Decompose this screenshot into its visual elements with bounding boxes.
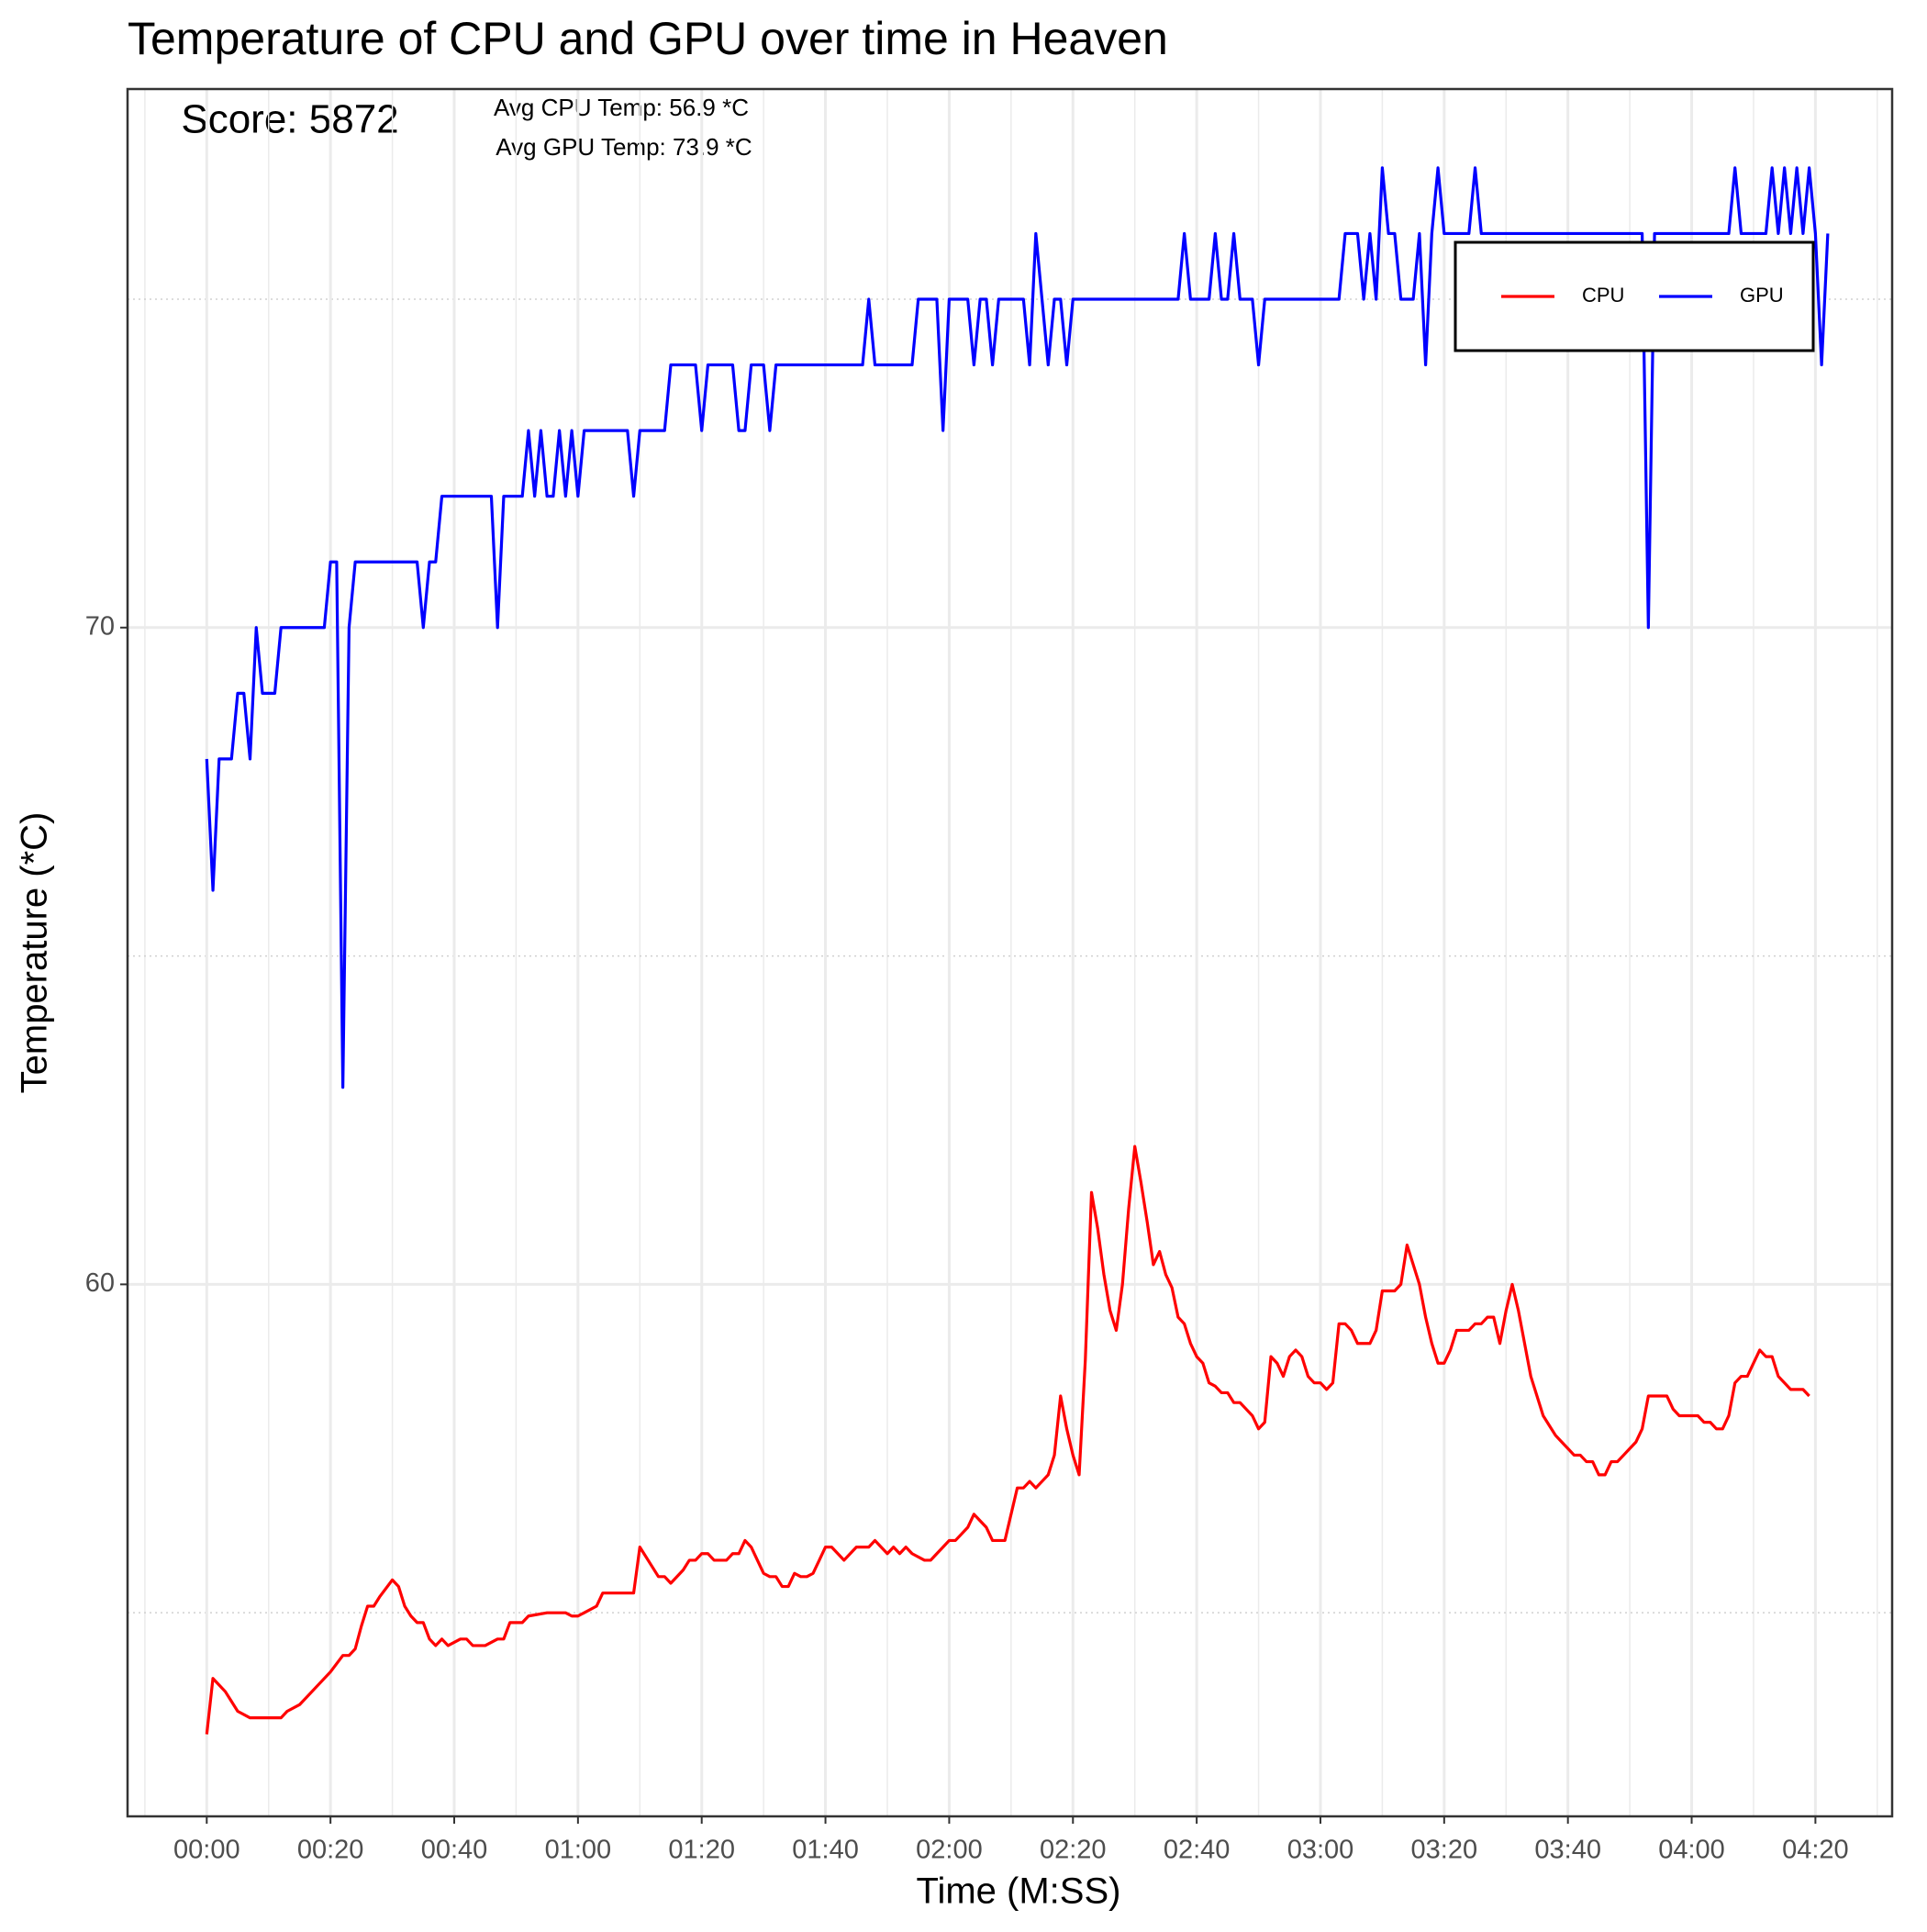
series-line [205,1145,1810,1735]
chart-title: Temperature of CPU and GPU over time in … [128,13,1168,64]
panel-border [126,87,1894,1818]
x-tick-label: 01:40 [792,1836,859,1865]
x-tick-label: 02:00 [916,1836,983,1865]
x-tick-label: 03:40 [1534,1836,1601,1865]
x-tick-label: 04:00 [1658,1836,1725,1865]
legend-label: CPU [1582,284,1624,307]
y-tick-label: 60 [85,1268,115,1298]
x-tick-label: 04:20 [1782,1836,1849,1865]
x-tick-label: 01:20 [668,1836,735,1865]
x-axis-title: Time (M:SS) [917,1871,1121,1912]
x-tick-label: 00:00 [173,1836,240,1865]
y-axis-title: Temperature (*C) [15,812,55,1094]
x-tick-label: 01:00 [545,1836,612,1865]
score-annotation: Score: 5872 [181,97,398,142]
x-tick-label: 00:20 [297,1836,364,1865]
series-line [205,166,1830,1089]
x-tick-label: 00:40 [421,1836,488,1865]
gpu-avg-annotation: Avg GPU Temp: 73.9 *C [496,133,752,161]
cpu-avg-annotation: Avg CPU Temp: 56.9 *C [494,94,749,121]
legend-label: GPU [1740,284,1784,307]
legend: CPU GPU [1454,240,1815,352]
x-tick-label: 03:20 [1411,1836,1478,1865]
x-tick-label: 02:20 [1040,1836,1107,1865]
x-tick-label: 02:40 [1164,1836,1231,1865]
x-tick-label: 03:00 [1287,1836,1354,1865]
y-tick-label: 70 [85,611,115,641]
